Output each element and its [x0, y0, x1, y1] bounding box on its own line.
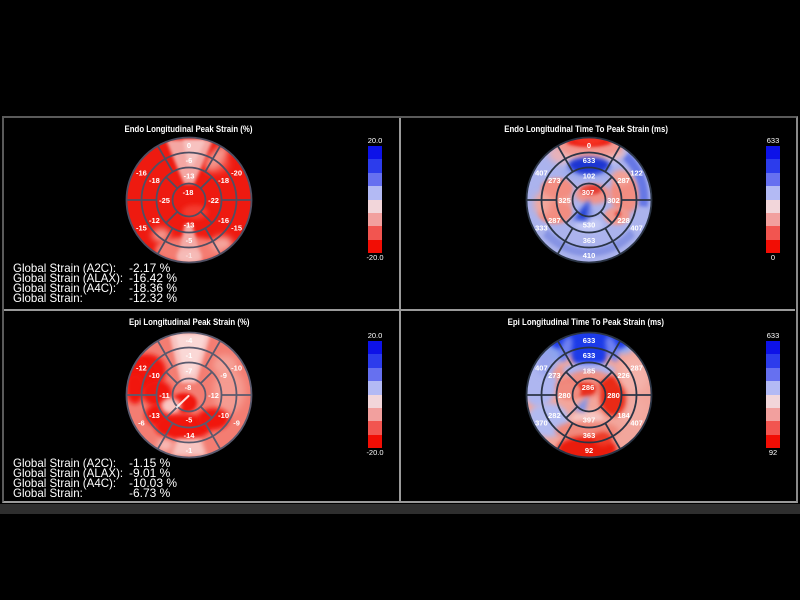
- svg-text:-9: -9: [220, 371, 227, 380]
- svg-text:-16: -16: [136, 168, 147, 177]
- svg-text:-1: -1: [186, 351, 193, 360]
- svg-text:185: 185: [583, 366, 596, 375]
- svg-text:633: 633: [583, 336, 596, 345]
- svg-text:273: 273: [548, 176, 561, 185]
- svg-text:0: 0: [187, 141, 191, 150]
- svg-text:302: 302: [607, 196, 620, 205]
- svg-text:286: 286: [582, 383, 595, 392]
- svg-text:-6: -6: [138, 418, 145, 427]
- svg-text:287: 287: [630, 363, 643, 372]
- svg-text:370: 370: [535, 418, 548, 427]
- svg-text:-1: -1: [186, 446, 193, 455]
- svg-text:633: 633: [583, 156, 596, 165]
- svg-text:-18: -18: [149, 176, 160, 185]
- svg-text:280: 280: [607, 391, 620, 400]
- svg-text:-12: -12: [208, 391, 219, 400]
- svg-text:287: 287: [548, 216, 561, 225]
- svg-text:-13: -13: [184, 171, 195, 180]
- svg-text:92: 92: [585, 446, 593, 455]
- svg-text:122: 122: [630, 168, 643, 177]
- svg-text:282: 282: [548, 411, 561, 420]
- svg-text:363: 363: [583, 236, 596, 245]
- svg-text:-10: -10: [231, 363, 242, 372]
- svg-text:-14: -14: [184, 431, 196, 440]
- svg-text:-9: -9: [233, 418, 240, 427]
- svg-text:333: 333: [535, 223, 548, 232]
- svg-text:-10: -10: [149, 371, 160, 380]
- svg-text:287: 287: [617, 176, 630, 185]
- svg-text:-20: -20: [231, 168, 242, 177]
- svg-text:407: 407: [630, 223, 643, 232]
- svg-text:102: 102: [583, 171, 596, 180]
- svg-text:-15: -15: [136, 223, 147, 232]
- svg-text:-1: -1: [186, 251, 193, 260]
- svg-text:530: 530: [583, 220, 596, 229]
- svg-text:633: 633: [583, 351, 596, 360]
- svg-text:-15: -15: [231, 223, 242, 232]
- svg-text:410: 410: [583, 251, 596, 260]
- svg-text:-10: -10: [218, 411, 229, 420]
- svg-text:-18: -18: [218, 176, 229, 185]
- svg-text:325: 325: [558, 196, 571, 205]
- svg-text:-5: -5: [186, 236, 193, 245]
- svg-text:-13: -13: [149, 411, 160, 420]
- svg-text:-5: -5: [186, 415, 193, 424]
- svg-text:273: 273: [548, 371, 561, 380]
- svg-text:-13: -13: [184, 220, 195, 229]
- svg-text:-12: -12: [149, 216, 160, 225]
- svg-text:184: 184: [617, 411, 630, 420]
- svg-text:-11: -11: [159, 391, 169, 400]
- svg-text:407: 407: [535, 168, 548, 177]
- svg-text:-12: -12: [136, 363, 147, 372]
- svg-text:280: 280: [558, 391, 571, 400]
- svg-text:-6: -6: [186, 156, 193, 165]
- svg-text:228: 228: [617, 216, 630, 225]
- svg-text:-4: -4: [186, 336, 193, 345]
- svg-text:407: 407: [535, 363, 548, 372]
- svg-text:-16: -16: [218, 216, 229, 225]
- svg-text:363: 363: [583, 431, 596, 440]
- svg-text:0: 0: [587, 141, 591, 150]
- svg-text:-22: -22: [208, 196, 219, 205]
- svg-text:-8: -8: [185, 383, 192, 392]
- svg-text:407: 407: [630, 418, 643, 427]
- svg-text:-25: -25: [159, 196, 170, 205]
- svg-text:226: 226: [617, 371, 630, 380]
- svg-text:307: 307: [582, 188, 595, 197]
- svg-text:397: 397: [583, 415, 596, 424]
- svg-text:-18: -18: [183, 188, 194, 197]
- svg-text:-7: -7: [186, 366, 193, 375]
